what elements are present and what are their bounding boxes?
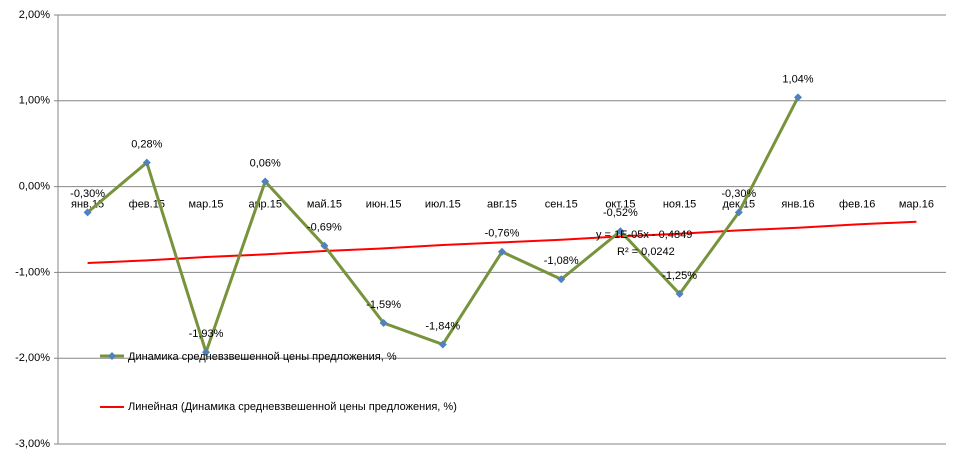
x-tick-label: ноя.15 [663,199,696,211]
x-tick-label: авг.15 [487,199,517,211]
point-marker [794,93,802,102]
data-label: -0,69% [307,222,342,234]
point-marker [438,340,447,349]
x-tick-label: мар.15 [188,199,223,211]
y-tick-label: -1,00% [15,266,50,278]
data-label: -0,30% [70,188,105,200]
legend-label: Линейная (Динамика средневзвешенной цены… [128,401,457,413]
legend-marker [108,352,116,360]
point-marker [261,177,270,186]
y-tick-label: -2,00% [15,352,50,364]
point-marker [379,319,388,328]
point-marker [616,227,625,236]
x-tick-label: мар.16 [899,199,934,211]
data-label: 0,28% [131,138,162,150]
data-label: 1,04% [782,73,813,85]
data-label: -1,84% [425,320,460,332]
y-tick-label: 0,00% [19,181,50,193]
point-marker [734,208,743,217]
point-marker [83,208,92,217]
data-label: -1,25% [662,270,697,282]
series-line [86,96,800,357]
x-tick-label: окт.15 [605,199,635,211]
x-tick-label: июл.15 [425,199,461,211]
point-marker [142,158,151,167]
data-label: 0,06% [250,157,281,169]
point-marker [498,247,506,256]
x-tick-label: сен.15 [545,199,578,211]
data-label: -1,59% [366,299,401,311]
data-label: -0,30% [721,188,756,200]
trend-line [87,220,917,264]
x-tick-label: апр.15 [248,199,281,211]
x-tick-label: янв.16 [781,199,814,211]
x-tick-label: янв.15 [71,199,104,211]
y-tick-label: 2,00% [19,9,50,21]
trend-equation: y = 1E-05x - 0,4849 [596,229,692,241]
x-tick-label: фев.15 [129,199,165,211]
data-label: -0,52% [603,207,638,219]
point-marker [320,241,329,250]
point-marker [675,289,684,298]
data-label: -0,76% [485,228,520,240]
y-tick-label: 1,00% [19,95,50,107]
x-tick-label: май.15 [307,199,342,211]
point-marker [202,348,210,357]
data-label: -1,08% [544,255,579,267]
x-tick-label: фев.16 [839,199,875,211]
legend-label: Динамика средневзвешенной цены предложен… [128,351,397,363]
y-tick-label: -3,00% [15,438,50,450]
x-tick-label: дек.15 [722,199,755,211]
point-marker [557,275,566,284]
x-tick-label: июн.15 [366,199,402,211]
data-label: -1,93% [189,328,224,340]
trend-r2: R² = 0,0242 [617,246,675,258]
